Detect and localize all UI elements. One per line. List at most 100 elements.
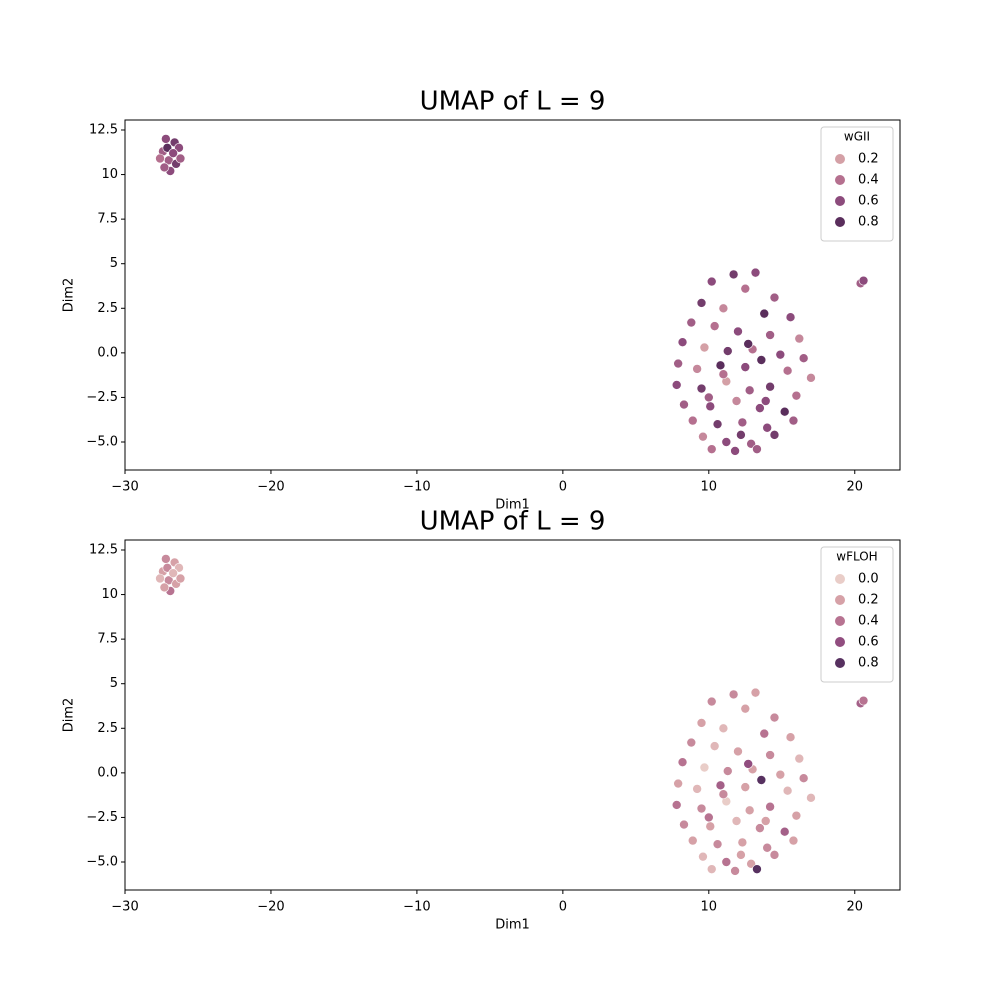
point [679, 399, 689, 410]
point [721, 437, 732, 447]
point [794, 333, 805, 344]
legend-marker [835, 196, 845, 206]
point [798, 353, 809, 364]
point [756, 355, 767, 365]
legend-box [820, 546, 894, 683]
point [765, 381, 775, 392]
legend-marker [835, 574, 845, 584]
point [755, 403, 765, 413]
point [858, 275, 869, 286]
y-tick-label: 10 [101, 587, 118, 602]
point [750, 267, 761, 278]
y-axis-label: Dim2 [62, 278, 77, 313]
point [161, 134, 171, 144]
point [679, 819, 689, 830]
point [798, 773, 809, 784]
legend-marker [835, 658, 845, 668]
point [765, 330, 775, 340]
legend-label: 0.4 [858, 173, 879, 188]
point [743, 339, 754, 349]
legend-label: 0.2 [858, 593, 879, 608]
point [159, 162, 170, 173]
point [699, 342, 710, 353]
point [712, 839, 723, 849]
point [718, 303, 729, 314]
x-tick-label: −30 [111, 480, 138, 495]
legend-box [820, 126, 894, 242]
point [698, 851, 708, 862]
point [155, 573, 165, 584]
y-tick-label: 0.0 [97, 345, 118, 360]
legend-label: 0.2 [858, 152, 879, 167]
legend-label: 0.6 [858, 635, 879, 650]
point [677, 337, 688, 347]
y-tick-label: −2.5 [86, 810, 118, 825]
point [728, 269, 739, 280]
axes-frame [124, 539, 901, 891]
y-axis-label: Dim2 [62, 698, 77, 733]
point [769, 850, 780, 860]
x-tick-label: 20 [846, 900, 863, 915]
legend-label: 0.8 [858, 215, 879, 230]
point [705, 821, 716, 832]
point [785, 732, 796, 742]
point [744, 805, 755, 816]
y-tick-label: 12.5 [89, 122, 118, 137]
point [737, 417, 748, 428]
point [752, 444, 762, 454]
point [687, 415, 698, 426]
point [740, 703, 751, 714]
y-tick-label: −2.5 [86, 390, 118, 405]
point [673, 358, 683, 369]
legend-marker [835, 217, 845, 227]
point [762, 842, 772, 853]
point [769, 712, 780, 723]
point [782, 365, 793, 376]
point [704, 392, 714, 403]
point [728, 689, 739, 700]
point [806, 793, 816, 803]
chart-title: UMAP of L = 9 [420, 507, 606, 537]
point [769, 292, 780, 303]
point [788, 835, 799, 846]
point [730, 866, 740, 876]
legend-label: 0.4 [858, 614, 879, 629]
point [692, 364, 702, 374]
y-tick-label: 7.5 [97, 212, 118, 227]
point [806, 373, 816, 383]
point [686, 317, 697, 328]
point [769, 430, 780, 440]
point [744, 385, 755, 396]
point [740, 782, 751, 792]
point [677, 757, 688, 767]
point [794, 753, 805, 764]
point [779, 406, 790, 417]
point [704, 812, 714, 823]
point [705, 401, 716, 412]
x-tick-label: 10 [701, 900, 718, 915]
point [706, 696, 717, 707]
point [687, 835, 698, 846]
point [168, 148, 178, 158]
point [730, 446, 740, 456]
y-tick-label: 2.5 [97, 721, 118, 736]
point [175, 153, 186, 164]
point [775, 349, 786, 360]
x-tick-label: −20 [257, 900, 284, 915]
y-tick-label: −5.0 [86, 435, 118, 450]
legend-label: 0.0 [858, 572, 879, 587]
point [765, 801, 775, 812]
point [775, 769, 786, 780]
legend-marker [835, 616, 845, 626]
point [706, 864, 717, 874]
x-axis-label: Dim1 [495, 918, 530, 933]
point [692, 784, 702, 794]
axes-frame [124, 119, 901, 471]
point [696, 383, 707, 394]
point [718, 723, 729, 734]
x-tick-label: 0 [559, 480, 567, 495]
y-tick-label: 2.5 [97, 301, 118, 316]
legend-label: 0.8 [858, 656, 879, 671]
point [696, 718, 707, 728]
